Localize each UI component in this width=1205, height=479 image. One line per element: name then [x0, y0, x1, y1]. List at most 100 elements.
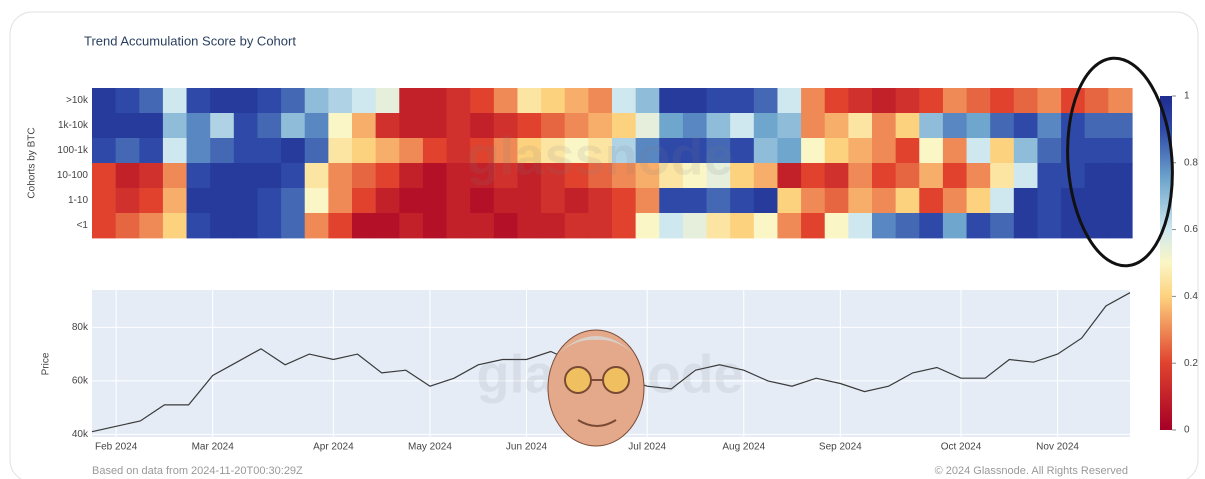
- heat-cell: [967, 213, 991, 238]
- heat-cell: [210, 88, 234, 113]
- heat-cell: [754, 113, 778, 138]
- heat-cell: [234, 113, 258, 138]
- heat-cell: [1014, 113, 1038, 138]
- heat-cell: [730, 138, 754, 163]
- heat-cell: [1085, 113, 1109, 138]
- heat-cell: [423, 188, 447, 213]
- colorbar-tick-label: 0.6: [1184, 224, 1198, 235]
- heat-cell: [163, 138, 187, 163]
- heat-cell: [447, 88, 471, 113]
- heat-cell: [896, 188, 920, 213]
- heat-cell: [777, 113, 801, 138]
- colorbar-tick-label: 0.8: [1184, 157, 1198, 168]
- heat-cell: [234, 163, 258, 188]
- heat-cell: [92, 138, 116, 163]
- x-tick-label: Jul 2024: [628, 442, 666, 453]
- heat-cell: [541, 213, 565, 238]
- heat-cell: [399, 113, 423, 138]
- heat-cell: [517, 188, 541, 213]
- x-tick-label: Aug 2024: [722, 442, 765, 453]
- heat-cell: [919, 138, 943, 163]
- heat-cell: [1014, 213, 1038, 238]
- heat-cell: [328, 163, 352, 188]
- heat-cell: [777, 213, 801, 238]
- meme-face: [548, 330, 644, 446]
- heat-cell: [967, 163, 991, 188]
- y-tick-label: 10-100: [57, 170, 89, 181]
- heat-cell: [257, 163, 281, 188]
- glasses-lens: [565, 367, 591, 393]
- colorbar-tick-label: 0.4: [1184, 291, 1198, 302]
- heat-cell: [139, 213, 163, 238]
- heat-cell: [1037, 138, 1061, 163]
- y-tick-label: <1: [77, 220, 89, 231]
- x-tick-label: Apr 2024: [313, 442, 354, 453]
- heat-cell: [376, 88, 400, 113]
- heat-cell: [210, 113, 234, 138]
- chart: Trend Accumulation Score by Cohort Cohor…: [0, 0, 1205, 479]
- x-tick-label: Sep 2024: [819, 442, 862, 453]
- heat-cell: [754, 188, 778, 213]
- heat-cell: [1014, 188, 1038, 213]
- heat-cell: [517, 88, 541, 113]
- heat-cell: [541, 188, 565, 213]
- heat-cell: [281, 163, 305, 188]
- heat-cell: [825, 213, 849, 238]
- heat-cell: [848, 113, 872, 138]
- heat-cell: [92, 213, 116, 238]
- heat-cell: [825, 113, 849, 138]
- heat-cell: [116, 163, 140, 188]
- heat-cell: [943, 188, 967, 213]
- heat-cell: [848, 163, 872, 188]
- heat-cell: [588, 88, 612, 113]
- heat-cell: [801, 138, 825, 163]
- heat-cell: [257, 213, 281, 238]
- heat-cell: [825, 138, 849, 163]
- heat-cell: [352, 213, 376, 238]
- heat-cell: [754, 88, 778, 113]
- heat-cell: [423, 163, 447, 188]
- heat-cell: [116, 113, 140, 138]
- heat-cell: [305, 188, 329, 213]
- heat-cell: [1014, 138, 1038, 163]
- heat-cell: [447, 188, 471, 213]
- heat-cell: [872, 113, 896, 138]
- heat-cell: [517, 213, 541, 238]
- heat-cell: [328, 88, 352, 113]
- heat-cell: [352, 138, 376, 163]
- heat-cell: [730, 213, 754, 238]
- heat-cell: [257, 188, 281, 213]
- footer-note: Based on data from 2024-11-20T00:30:29Z: [92, 465, 303, 477]
- heat-cell: [659, 213, 683, 238]
- heat-cell: [352, 163, 376, 188]
- heat-cell: [967, 88, 991, 113]
- heat-cell: [825, 88, 849, 113]
- heat-cell: [990, 188, 1014, 213]
- heat-cell: [872, 138, 896, 163]
- heat-cell: [139, 163, 163, 188]
- colorbar-tick-label: 0.2: [1184, 358, 1198, 369]
- y-tick-label: 80k: [72, 322, 89, 333]
- heat-cell: [896, 138, 920, 163]
- heat-cell: [116, 213, 140, 238]
- heat-cell: [1061, 113, 1085, 138]
- x-tick-label: Nov 2024: [1036, 442, 1079, 453]
- heat-cell: [967, 188, 991, 213]
- heat-cell: [163, 188, 187, 213]
- heat-cell: [1108, 138, 1132, 163]
- heat-cell: [707, 88, 731, 113]
- heat-cell: [612, 88, 636, 113]
- heat-cell: [281, 188, 305, 213]
- heat-cell: [588, 188, 612, 213]
- heat-cell: [376, 188, 400, 213]
- colorbar-tick-label: 1: [1184, 91, 1190, 102]
- heat-cell: [1108, 88, 1132, 113]
- heat-cell: [92, 163, 116, 188]
- heat-cell: [257, 138, 281, 163]
- heat-cell: [92, 188, 116, 213]
- heat-cell: [116, 188, 140, 213]
- heat-cell: [1037, 213, 1061, 238]
- heat-cell: [848, 188, 872, 213]
- heat-cell: [305, 163, 329, 188]
- heat-cell: [943, 138, 967, 163]
